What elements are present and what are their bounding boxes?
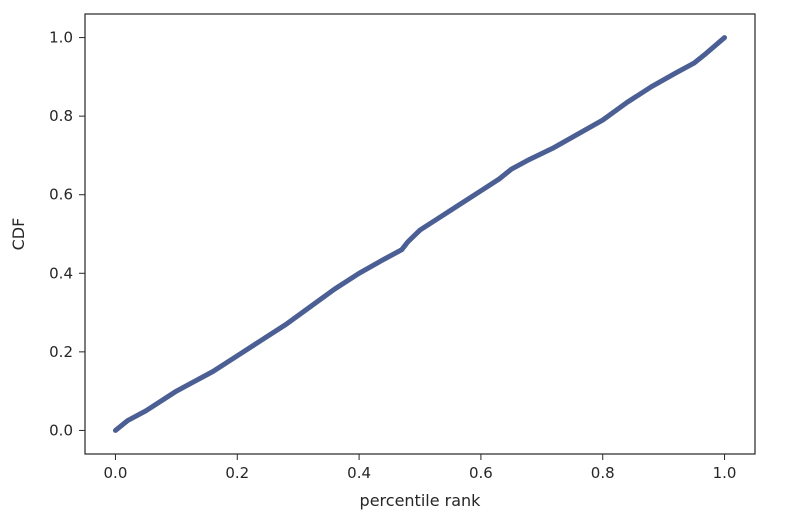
x-tick-label: 0.0 bbox=[104, 464, 128, 482]
y-tick-label: 0.4 bbox=[49, 264, 73, 282]
x-tick-label: 0.2 bbox=[225, 464, 249, 482]
y-axis: 0.0 0.2 0.4 0.6 0.8 1.0 bbox=[49, 29, 85, 439]
x-tick-label: 0.6 bbox=[469, 464, 493, 482]
y-axis-label: CDF bbox=[9, 218, 28, 251]
y-tick-label: 0.2 bbox=[49, 343, 73, 361]
plot-frame bbox=[84, 13, 756, 455]
y-tick-label: 0.0 bbox=[49, 421, 73, 439]
x-axis: 0.0 0.2 0.4 0.6 0.8 1.0 bbox=[104, 454, 737, 482]
series-line-0 bbox=[112, 35, 728, 433]
x-tick-label: 0.4 bbox=[347, 464, 371, 482]
y-tick-label: 0.8 bbox=[49, 107, 73, 125]
y-tick-label: 0.6 bbox=[49, 186, 73, 204]
plot-layer bbox=[112, 35, 728, 433]
x-axis-label: percentile rank bbox=[360, 491, 482, 510]
x-tick-label: 0.8 bbox=[591, 464, 615, 482]
x-tick-label: 1.0 bbox=[713, 464, 737, 482]
y-tick-label: 1.0 bbox=[49, 29, 73, 47]
